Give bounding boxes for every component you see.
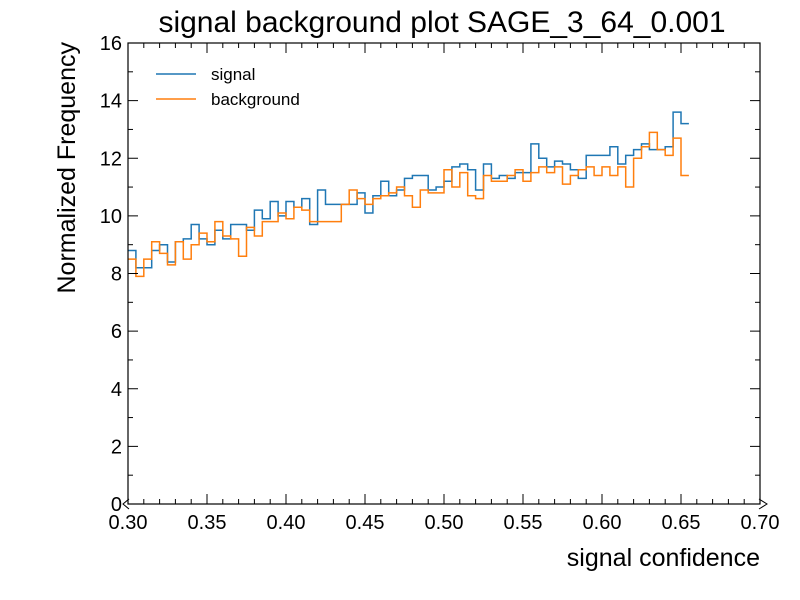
y-tick-label: 6 bbox=[111, 321, 122, 343]
y-tick-label: 10 bbox=[100, 206, 122, 228]
y-tick-label: 4 bbox=[111, 379, 122, 401]
legend-label-background: background bbox=[211, 90, 300, 109]
y-tick-label: 0 bbox=[111, 494, 122, 516]
y-tick-label: 8 bbox=[111, 264, 122, 286]
x-tick-label: 0.50 bbox=[425, 512, 464, 534]
x-tick-label: 0.55 bbox=[504, 512, 543, 534]
x-tick-label: 0.30 bbox=[109, 512, 148, 534]
y-tick-label: 2 bbox=[111, 436, 122, 458]
x-tick-label: 0.70 bbox=[741, 512, 780, 534]
chart-title: signal background plot SAGE_3_64_0.001 bbox=[158, 6, 725, 39]
x-tick-label: 0.45 bbox=[346, 512, 385, 534]
y-axis-title: Normalized Frequency bbox=[53, 42, 81, 294]
x-tick-label: 0.60 bbox=[583, 512, 622, 534]
y-tick-label: 14 bbox=[100, 91, 122, 113]
y-tick-label: 16 bbox=[100, 33, 122, 55]
series-line-background bbox=[128, 131, 689, 278]
x-axis-title: signal confidence bbox=[567, 544, 760, 572]
x-tick-label: 0.65 bbox=[662, 512, 701, 534]
x-axis-arrow-left bbox=[122, 498, 130, 510]
y-tick-label: 12 bbox=[100, 148, 122, 170]
series-line-signal bbox=[128, 111, 689, 269]
plot-area: 0.30 0.35 0.40 0.45 0.50 0.55 0.60 0.65 0.70 0 2 4 6… bbox=[100, 33, 780, 534]
x-tick-label: 0.35 bbox=[188, 512, 227, 534]
legend-label-signal: signal bbox=[211, 65, 255, 84]
x-tick-label: 0.40 bbox=[267, 512, 306, 534]
x-axis-arrow-right bbox=[758, 498, 768, 510]
